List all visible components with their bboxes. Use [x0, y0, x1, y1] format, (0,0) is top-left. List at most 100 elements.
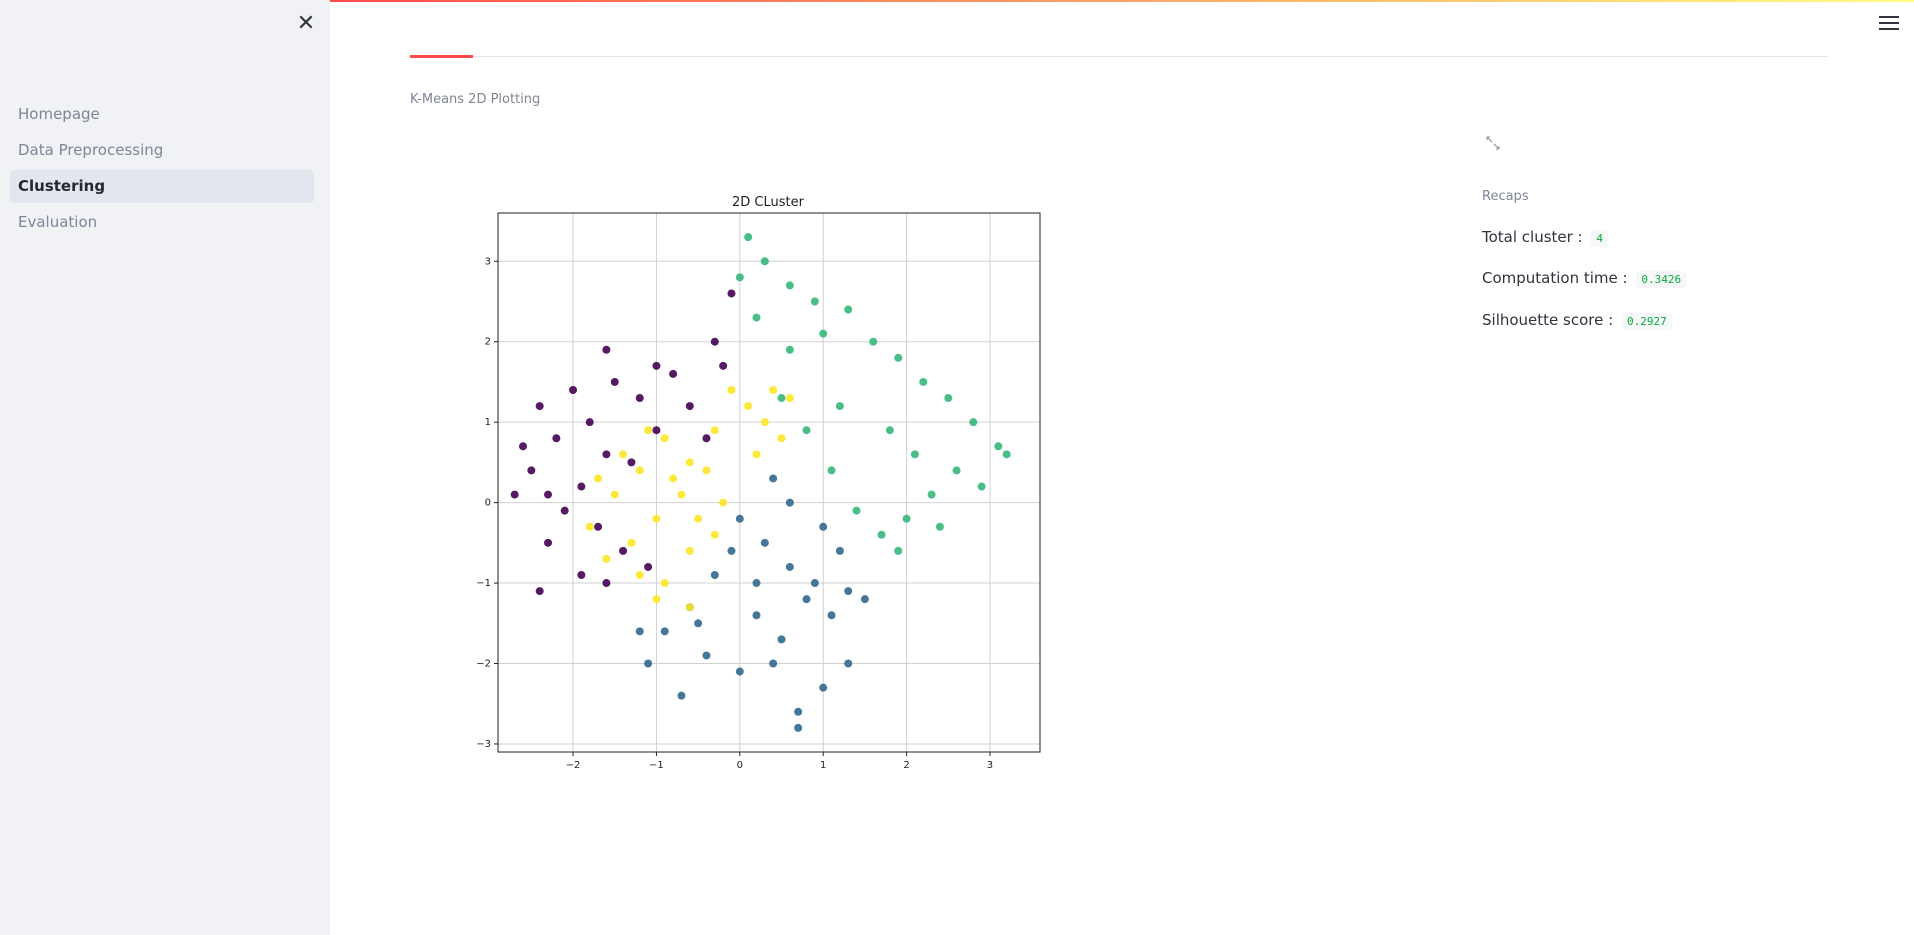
computation-time-value: 0.3426	[1636, 271, 1687, 288]
cluster-3-point	[752, 450, 761, 459]
cluster-1-point	[660, 627, 669, 636]
cluster-2-point	[944, 394, 953, 403]
chart-title: 2D CLuster	[732, 195, 805, 210]
cluster-0-point	[560, 506, 569, 515]
cluster-2-point	[810, 297, 819, 306]
tab-divider	[410, 56, 1828, 57]
cluster-2-point	[869, 337, 878, 346]
cluster-2-point	[827, 466, 836, 475]
close-icon: ✕	[296, 11, 316, 36]
x-tick-label: 1	[820, 760, 826, 771]
cluster-0-point	[535, 587, 544, 596]
cluster-3-point	[669, 474, 678, 483]
cluster-1-point	[769, 659, 778, 668]
cluster-0-point	[527, 466, 536, 475]
cluster-2-point	[852, 506, 861, 515]
top-decoration-bar	[330, 0, 1914, 2]
scatter-chart: 2D CLuster −2 −1 0 1 2 3 −3 −2 −1 0 1 2 3	[468, 184, 1048, 776]
y-tick-label: −2	[476, 659, 491, 670]
cluster-0-point	[577, 571, 586, 580]
cluster-1-point	[752, 611, 761, 620]
cluster-3-point	[660, 434, 669, 443]
cluster-2-point	[777, 394, 786, 403]
cluster-3-point	[677, 490, 686, 499]
chart-section-label: K-Means 2D Plotting	[410, 92, 541, 107]
cluster-3-point	[685, 603, 694, 612]
total-cluster-stat: Total cluster : 4	[1482, 228, 1609, 247]
cluster-0-point	[719, 361, 728, 370]
sidebar-item-clustering[interactable]: Clustering	[10, 170, 314, 203]
sidebar-item-homepage[interactable]: Homepage	[18, 105, 100, 123]
cluster-1-point	[810, 579, 819, 588]
cluster-0-point	[577, 482, 586, 491]
cluster-3-point	[610, 490, 619, 499]
cluster-1-point	[785, 498, 794, 507]
scatter-chart-svg: 2D CLuster −2 −1 0 1 2 3 −3 −2 −1 0 1 2 3	[476, 195, 1041, 771]
cluster-2-point	[844, 305, 853, 314]
cluster-2-point	[785, 281, 794, 290]
cluster-2-point	[935, 522, 944, 531]
cluster-2-point	[977, 482, 986, 491]
cluster-3-point	[644, 426, 653, 435]
sidebar-item-evaluation[interactable]: Evaluation	[18, 213, 98, 231]
cluster-1-point	[769, 474, 778, 483]
cluster-3-point	[660, 579, 669, 588]
cluster-1-point	[777, 635, 786, 644]
cluster-0-point	[602, 345, 611, 354]
cluster-2-point	[927, 490, 936, 499]
sidebar-item-data-preprocessing[interactable]: Data Preprocessing	[18, 141, 164, 159]
cluster-2-point	[885, 426, 894, 435]
cluster-1-point	[694, 619, 703, 628]
cluster-2-point	[877, 530, 886, 539]
cluster-0-point	[685, 402, 694, 411]
total-cluster-value: 4	[1591, 230, 1609, 247]
cluster-1-point	[735, 514, 744, 523]
cluster-1-point	[735, 667, 744, 676]
cluster-0-point	[727, 289, 736, 298]
cluster-0-point	[644, 562, 653, 571]
cluster-0-point	[635, 394, 644, 403]
cluster-3-point	[652, 514, 661, 523]
cluster-3-point	[769, 385, 778, 394]
y-tick-label: −1	[476, 578, 491, 589]
cluster-3-point	[635, 571, 644, 580]
cluster-1-point	[635, 627, 644, 636]
cluster-0-point	[710, 337, 719, 346]
cluster-1-point	[827, 611, 836, 620]
cluster-1-point	[702, 651, 711, 660]
cluster-3-point	[602, 554, 611, 563]
cluster-2-point	[994, 442, 1003, 451]
close-sidebar-button[interactable]: ✕	[292, 10, 320, 38]
cluster-0-point	[702, 434, 711, 443]
cluster-2-point	[835, 402, 844, 411]
cluster-3-point	[652, 595, 661, 604]
cluster-2-point	[894, 546, 903, 555]
cluster-2-point	[802, 426, 811, 435]
cluster-1-point	[844, 659, 853, 668]
cluster-0-point	[627, 458, 636, 467]
expand-icon[interactable]	[1484, 134, 1502, 152]
cluster-2-point	[735, 273, 744, 282]
plot-frame	[497, 212, 1041, 753]
hamburger-menu-button[interactable]	[1876, 12, 1902, 36]
cluster-3-point	[594, 474, 603, 483]
x-tick-label: 2	[903, 760, 909, 771]
total-cluster-label: Total cluster :	[1482, 228, 1583, 246]
cluster-0-point	[510, 490, 519, 499]
x-tick-label: 0	[737, 760, 743, 771]
cluster-2-point	[902, 514, 911, 523]
cluster-3-point	[627, 538, 636, 547]
y-tick-label: 0	[485, 498, 491, 509]
cluster-3-point	[619, 450, 628, 459]
cluster-2-point	[1002, 450, 1011, 459]
cluster-3-point	[685, 546, 694, 555]
hamburger-icon	[1876, 16, 1902, 30]
cluster-0-point	[544, 538, 553, 547]
cluster-1-point	[802, 595, 811, 604]
cluster-3-point	[694, 514, 703, 523]
silhouette-score-stat: Silhouette score : 0.2927	[1482, 311, 1672, 330]
cluster-3-point	[685, 458, 694, 467]
cluster-0-point	[652, 426, 661, 435]
cluster-0-point	[619, 546, 628, 555]
cluster-1-point	[844, 587, 853, 596]
